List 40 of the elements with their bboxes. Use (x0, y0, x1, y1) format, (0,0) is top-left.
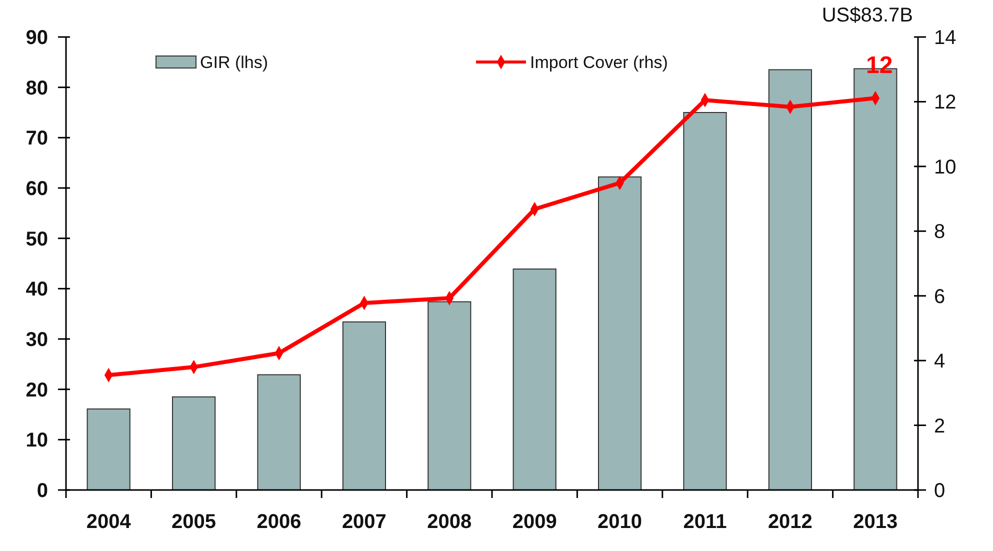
x-tick-label: 2010 (598, 511, 642, 533)
y-tick-label: 10 (26, 430, 48, 452)
x-tick-label: 2013 (853, 511, 898, 533)
y-tick-label: 70 (26, 128, 48, 150)
bar (683, 112, 727, 490)
legend-label: GIR (lhs) (200, 52, 268, 72)
bar (257, 374, 301, 490)
y2-tick-label: 14 (934, 27, 956, 49)
annotation: US$83.7B (822, 4, 913, 27)
bar (512, 268, 556, 490)
x-tick-label: 2005 (172, 511, 216, 533)
bar (172, 396, 216, 490)
x-tick-label: 2012 (768, 511, 812, 533)
y-tick-label: 60 (26, 178, 48, 200)
x-tick-label: 2008 (427, 511, 472, 533)
x-tick-label: 2006 (256, 511, 302, 533)
y-tick-label: 30 (26, 329, 48, 351)
y-tick-label: 20 (26, 379, 48, 402)
x-tick-label: 2004 (86, 511, 132, 533)
x-tick-label: 2007 (342, 511, 386, 533)
bar (86, 408, 130, 490)
y-tick-label: 50 (26, 228, 48, 250)
y-tick-label: 90 (26, 27, 48, 49)
y2-tick-label: 12 (934, 92, 956, 114)
bar (768, 69, 812, 490)
x-tick-label: 2011 (683, 511, 727, 533)
y-tick-label: 0 (36, 480, 48, 502)
bar (342, 321, 386, 490)
y2-tick-label: 10 (934, 156, 956, 178)
legend-label: Import Cover (rhs) (530, 52, 668, 72)
y2-tick-label: 4 (934, 350, 946, 373)
y2-tick-label: 2 (934, 415, 946, 438)
y2-tick-label: 6 (934, 286, 946, 308)
y-tick-label: 40 (26, 278, 48, 301)
bar (428, 301, 472, 490)
y-tick-label: 80 (26, 77, 48, 100)
y2-tick-label: 0 (934, 480, 946, 502)
x-tick-label: 2009 (512, 511, 557, 533)
y2-tick-label: 8 (934, 221, 946, 244)
bar (598, 176, 642, 490)
